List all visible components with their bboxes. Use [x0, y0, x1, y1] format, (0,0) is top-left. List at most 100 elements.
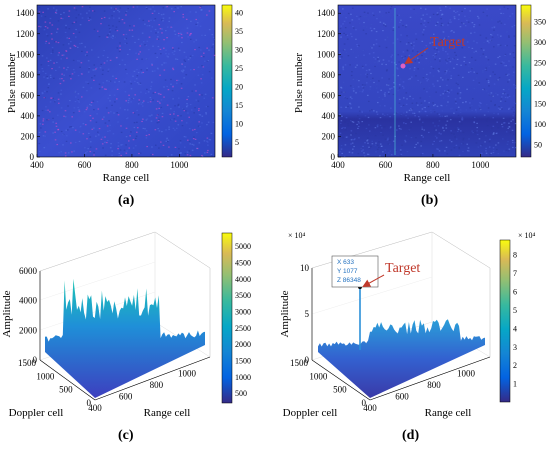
noise-pixel — [187, 59, 190, 61]
noise-pixel — [201, 122, 203, 124]
noise-pixel — [167, 155, 169, 158]
noise-pixel — [54, 131, 56, 133]
noise-pixel — [352, 86, 354, 88]
z-tick-label: 6000 — [19, 266, 38, 276]
noise-pixel — [395, 129, 398, 131]
noise-pixel — [206, 137, 209, 139]
noise-pixel — [474, 109, 477, 111]
noise-pixel — [357, 153, 360, 155]
noise-pixel — [77, 106, 79, 109]
noise-pixel — [86, 151, 89, 153]
noise-pixel — [134, 80, 136, 83]
noise-pixel — [495, 92, 497, 94]
noise-pixel — [377, 62, 379, 64]
noise-pixel — [340, 91, 343, 93]
noise-pixel — [491, 34, 493, 36]
noise-pixel — [107, 112, 110, 114]
noise-pixel — [427, 78, 429, 80]
noise-pixel — [468, 16, 471, 19]
noise-pixel — [84, 46, 87, 48]
noise-pixel — [514, 142, 516, 144]
noise-pixel — [486, 57, 489, 59]
noise-pixel — [137, 71, 140, 74]
noise-pixel — [382, 30, 384, 32]
noise-pixel — [344, 127, 346, 129]
noise-pixel — [130, 88, 133, 90]
noise-pixel — [376, 61, 379, 63]
noise-pixel — [379, 124, 382, 126]
noise-pixel — [361, 120, 364, 123]
noise-pixel — [342, 116, 344, 118]
noise-pixel — [153, 10, 156, 12]
noise-pixel — [505, 73, 507, 76]
noise-pixel — [474, 116, 477, 118]
noise-pixel — [364, 142, 366, 144]
noise-pixel — [384, 23, 387, 26]
noise-pixel — [463, 56, 465, 58]
noise-pixel — [126, 150, 128, 152]
noise-pixel — [475, 142, 478, 144]
panel-b-ticks: 400 600 800 1000020040060080010001200140050… — [317, 8, 546, 170]
noise-pixel — [481, 144, 483, 146]
noise-pixel — [508, 73, 510, 75]
noise-pixel — [435, 91, 437, 93]
noise-pixel — [462, 139, 465, 141]
noise-pixel — [437, 125, 440, 127]
noise-pixel — [503, 6, 506, 8]
panel-d-axis-lines — [311, 268, 491, 401]
noise-pixel — [506, 44, 508, 47]
noise-pixel — [127, 7, 129, 10]
noise-pixel — [418, 111, 421, 113]
noise-pixel — [422, 77, 425, 79]
noise-pixel — [119, 149, 122, 151]
noise-pixel — [457, 114, 460, 116]
noise-pixel — [46, 77, 49, 79]
noise-pixel — [400, 34, 402, 36]
noise-pixel — [371, 143, 374, 145]
noise-pixel — [442, 47, 444, 49]
noise-pixel — [402, 51, 405, 53]
noise-pixel — [347, 105, 349, 108]
noise-pixel — [453, 147, 456, 149]
noise-pixel — [159, 48, 162, 51]
noise-pixel — [97, 131, 99, 133]
noise-pixel — [352, 88, 355, 90]
noise-pixel — [98, 36, 101, 38]
noise-pixel — [157, 114, 159, 116]
noise-pixel — [148, 49, 150, 51]
noise-pixel — [479, 34, 482, 36]
noise-pixel — [432, 67, 435, 70]
noise-pixel — [498, 55, 501, 58]
colorbar-tick-label: 1000 — [235, 373, 251, 382]
noise-pixel — [485, 69, 488, 71]
noise-pixel — [183, 51, 186, 53]
x-tick-label: 1000 — [170, 160, 189, 170]
noise-pixel — [464, 15, 466, 17]
noise-pixel — [465, 35, 468, 37]
noise-pixel — [445, 124, 447, 126]
noise-pixel — [412, 112, 414, 114]
noise-pixel — [456, 63, 458, 66]
noise-pixel — [384, 95, 386, 97]
noise-pixel — [170, 26, 173, 28]
noise-pixel — [415, 38, 418, 40]
noise-pixel — [485, 37, 488, 39]
noise-pixel — [476, 52, 478, 54]
noise-pixel — [366, 153, 369, 155]
noise-pixel — [506, 31, 509, 33]
noise-pixel — [448, 57, 450, 59]
noise-pixel — [420, 23, 422, 25]
noise-pixel — [203, 140, 206, 142]
noise-pixel — [429, 16, 432, 18]
noise-pixel — [149, 8, 152, 10]
noise-pixel — [150, 19, 152, 21]
noise-pixel — [491, 27, 494, 29]
noise-pixel — [356, 64, 358, 66]
noise-pixel — [98, 127, 101, 130]
noise-pixel — [368, 130, 371, 132]
noise-pixel — [436, 148, 438, 150]
noise-pixel — [118, 20, 121, 23]
noise-pixel — [509, 65, 511, 67]
noise-pixel — [93, 28, 96, 30]
noise-pixel — [401, 85, 404, 87]
